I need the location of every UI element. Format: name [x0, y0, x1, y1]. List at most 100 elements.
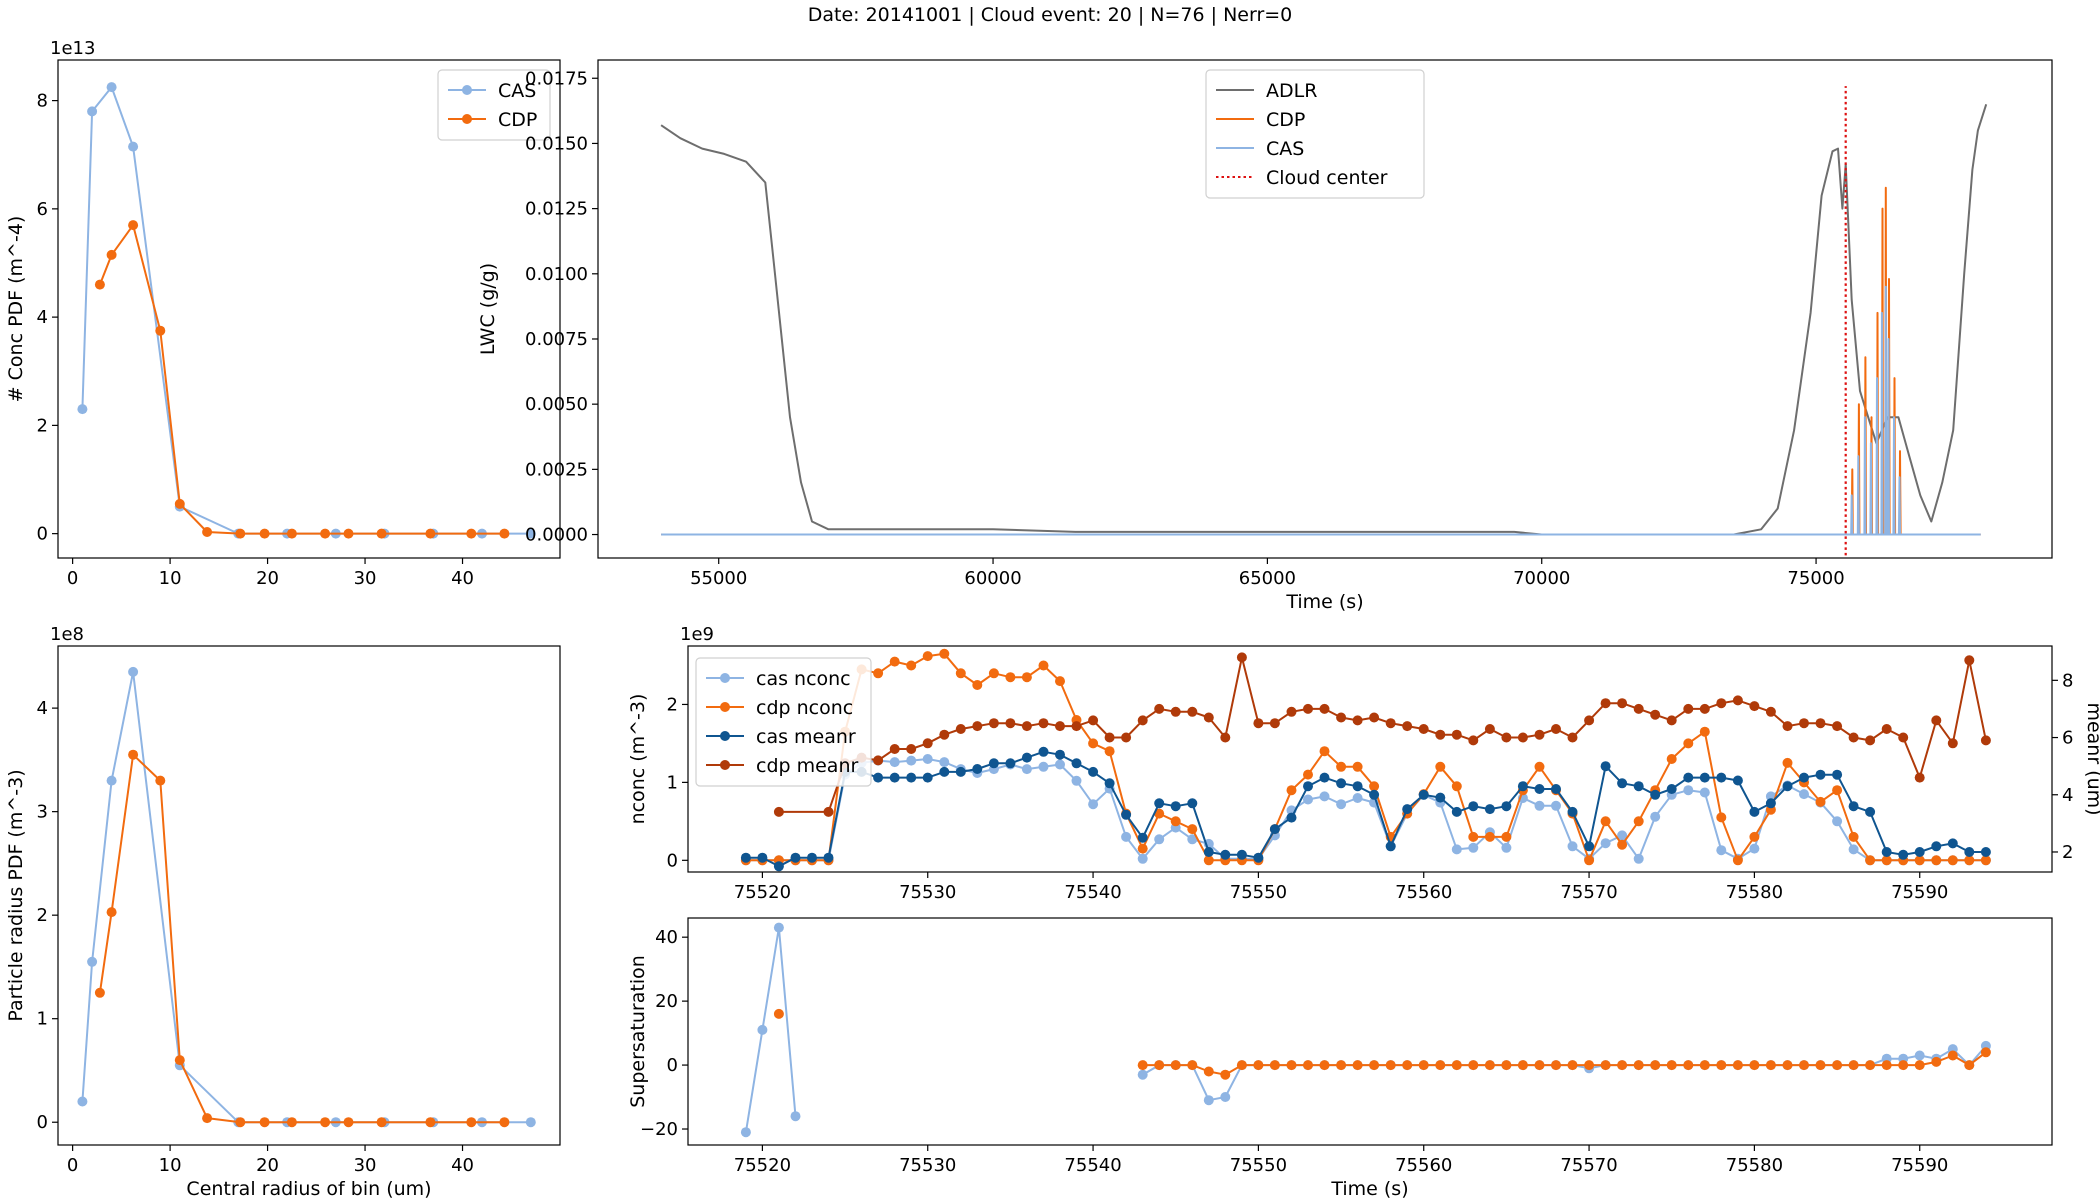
nconc_meanr-series-2-point — [1352, 781, 1363, 792]
nconc_meanr-series-2-point — [1088, 766, 1099, 777]
nconc_meanr-series-2-point — [1881, 847, 1892, 857]
nconc_meanr-series-3-point — [988, 718, 999, 729]
supersaturation-series-1-point — [1402, 1060, 1413, 1071]
nconc_meanr-series-2-point — [1534, 784, 1545, 794]
conc_pdf-series-0-point — [87, 106, 98, 117]
nconc_meanr-panel: 75520 75530 75540 75550 75560 75570 75580 75590… — [627, 624, 2100, 903]
supersaturation-xlabel: Time (s) — [1330, 1178, 1408, 1200]
nconc_meanr-series-2-point — [790, 852, 801, 863]
nconc_meanr-series-3-point — [1517, 732, 1528, 743]
lwc-xtick-label: 75000 — [1787, 568, 1844, 589]
nconc_meanr-series-2-point — [1666, 784, 1677, 794]
nconc_meanr-series-3-point — [1137, 715, 1148, 726]
nconc_meanr-series-2-point — [1187, 798, 1198, 809]
nconc_meanr-series-2-point — [972, 764, 983, 774]
supersaturation-ylabel: Supersaturation — [627, 955, 649, 1108]
supersaturation-series-1-point — [1865, 1060, 1876, 1071]
conc_pdf-ytick-label: 6 — [37, 199, 48, 220]
lwc-ytick-label: 0.0100 — [525, 264, 588, 285]
nconc_meanr-legend-marker — [720, 702, 730, 712]
supersaturation-series-1-point — [1154, 1060, 1165, 1071]
nconc_meanr-series-2-point — [1220, 849, 1231, 860]
conc_pdf-series-0-point — [106, 82, 117, 93]
nconc_meanr-series-0-point — [922, 754, 933, 764]
supersaturation-series-1-point — [1782, 1060, 1793, 1071]
nconc_meanr-series-3-point — [922, 738, 933, 749]
nconc_meanr-series-2-point — [1121, 809, 1132, 820]
supersaturation-series-1-point — [1418, 1060, 1429, 1071]
nconc_meanr-series-3-point — [1286, 706, 1297, 717]
nconc_meanr-series-2-point — [1765, 798, 1776, 809]
supersaturation-series-0-point — [1220, 1092, 1231, 1102]
supersaturation-series-1-point — [1600, 1060, 1611, 1071]
nconc_meanr-series-0-line — [745, 758, 1986, 862]
nconc_meanr-series-3-point — [1203, 712, 1214, 723]
conc_pdf-ytick-label: 2 — [37, 415, 48, 436]
supersaturation-series-1-point — [1848, 1060, 1859, 1071]
conc_pdf-legend-label: CAS — [498, 80, 536, 102]
nconc_meanr-series-2-point — [1815, 769, 1826, 780]
lwc-frame — [597, 59, 2053, 559]
supersaturation-series-1-point — [1914, 1060, 1925, 1071]
nconc_meanr-series-1-point — [1137, 843, 1148, 854]
nconc_meanr-series-2-point — [988, 758, 999, 769]
supersaturation-series-1-point — [1980, 1047, 1991, 1058]
nconc_meanr-ytick-right-label: 6 — [2062, 728, 2073, 749]
nconc_meanr-series-1-point — [1501, 831, 1512, 842]
nconc_meanr-series-1-point — [1782, 757, 1793, 768]
nconc_meanr-series-1-point — [1815, 796, 1826, 807]
nconc_meanr-series-2-point — [1501, 801, 1512, 812]
nconc_meanr-series-3-point — [1154, 703, 1165, 714]
nconc_meanr-legend-label: cdp nconc — [756, 697, 853, 719]
nconc_meanr-series-1-point — [873, 668, 884, 679]
nconc_meanr-series-0-point — [1848, 844, 1859, 855]
nconc_meanr-series-3-point — [873, 755, 884, 766]
nconc_meanr-series-1-point — [1170, 816, 1181, 827]
nconc_meanr-series-0-point — [889, 757, 900, 768]
nconc_meanr-series-2-point — [922, 772, 933, 783]
supersaturation-ytick-label: 40 — [655, 927, 678, 948]
nconc_meanr-series-0-point — [1055, 759, 1065, 770]
nconc_meanr-series-3-point — [1947, 738, 1958, 749]
supersaturation-series-0-point — [790, 1111, 801, 1122]
lwc-series-group — [660, 86, 1988, 556]
nconc_meanr-legend-label: cas meanr — [756, 726, 856, 748]
nconc_meanr-series-3-point — [906, 744, 917, 754]
conc_pdf-xtick-label: 30 — [354, 568, 377, 589]
supersaturation-series-1-point — [1187, 1060, 1198, 1071]
nconc_meanr-series-1-point — [1336, 761, 1347, 772]
nconc_meanr-series-0-point — [1303, 794, 1313, 805]
nconc_meanr-series-1-point — [1964, 855, 1975, 866]
supersaturation-series-1-point — [1286, 1060, 1297, 1071]
nconc_meanr-series-1-point — [1187, 824, 1198, 835]
nconc_meanr-series-2-point — [1980, 847, 1991, 857]
lwc-legend-box — [1205, 69, 1425, 199]
radius_pdf-series-1-point — [235, 1117, 246, 1128]
nconc_meanr-series-1-point — [1732, 855, 1743, 866]
nconc_meanr-series-3-point — [1749, 701, 1760, 712]
nconc_meanr-series-2-point — [1600, 761, 1611, 772]
supersaturation-series-0-point — [773, 922, 784, 933]
nconc_meanr-series-2-point — [1170, 801, 1181, 812]
nconc_meanr-xtick-label: 75590 — [1891, 882, 1948, 903]
figure-title: Date: 20141001 | Cloud event: 20 | N=76 … — [808, 4, 1293, 26]
radius_pdf-series-1-point — [286, 1117, 297, 1128]
nconc_meanr-series-2-point — [1782, 781, 1793, 792]
supersaturation-series-1-point — [1451, 1060, 1462, 1071]
nconc_meanr-series-1-point — [1716, 812, 1727, 823]
nconc_meanr-series-0-point — [1749, 843, 1760, 854]
supersaturation-ytick-label: −20 — [640, 1119, 678, 1140]
conc_pdf-series-1-point — [343, 528, 354, 539]
nconc_meanr-series-2-point — [1865, 806, 1876, 817]
radius_pdf-xtick-label: 30 — [354, 1155, 377, 1176]
nconc_meanr-series-2-point — [1914, 847, 1925, 857]
nconc_meanr-series-3-point — [1435, 729, 1446, 740]
conc_pdf-series-1-point — [106, 249, 117, 260]
radius_pdf-series-0-point — [87, 956, 98, 967]
lwc-panel: 55000 60000 65000 70000 75000 0.0000 0.0025 0.0… — [477, 59, 2053, 613]
nconc_meanr-series-3-point — [1071, 721, 1082, 732]
supersaturation-series-1-point — [1617, 1060, 1628, 1071]
nconc_meanr-series-2-point — [1468, 801, 1479, 812]
nconc_meanr-series-0-point — [1468, 842, 1479, 853]
nconc_meanr-series-2-point — [906, 772, 917, 783]
